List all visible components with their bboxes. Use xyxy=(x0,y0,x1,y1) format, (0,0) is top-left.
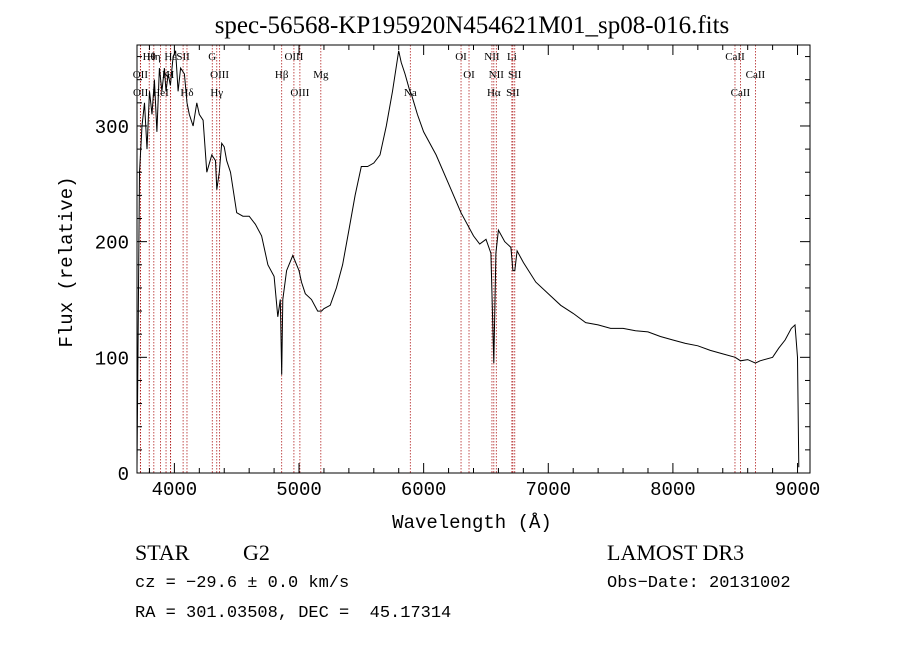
line-label-caii: CaII xyxy=(731,87,751,99)
x-tick-label: 5000 xyxy=(276,479,322,501)
chart-title: spec-56568-KP195920N454621M01_sp08-016.f… xyxy=(215,12,730,39)
line-label-li: Li xyxy=(507,51,517,63)
spectral-line-labels: HθOIIOIIHηKHeIHεHHδSIIOIIIHγGHβOIIIOIIIM… xyxy=(133,51,766,99)
x-tick-label: 9000 xyxy=(775,479,821,501)
line-label-hβ: Hβ xyxy=(275,69,289,81)
line-label-oiii: OIII xyxy=(284,51,303,63)
spectrum-line xyxy=(136,50,800,468)
line-label-oiii: OIII xyxy=(210,69,229,81)
y-tick-label: 0 xyxy=(118,464,129,486)
y-axis-label: Flux (relative) xyxy=(56,176,78,347)
axis-tick-labels: 4000 5000 6000 7000 8000 9000 0 100 200 300 xyxy=(95,117,821,501)
x-tick-label: 7000 xyxy=(525,479,571,501)
line-label-nii: NII xyxy=(489,69,505,81)
object-class: STAR xyxy=(135,540,190,565)
line-label-oii: OII xyxy=(133,69,149,81)
line-label-k: K xyxy=(162,69,170,81)
survey-name: LAMOST DR3 xyxy=(607,540,745,565)
line-label-sii: SII xyxy=(508,69,522,81)
plot-frame xyxy=(136,44,811,474)
line-label-caii: CaII xyxy=(725,51,745,63)
line-label-oii: OII xyxy=(133,87,149,99)
y-tick-label: 100 xyxy=(95,348,129,370)
y-tick-label: 300 xyxy=(95,117,129,139)
line-label-hei: HeI xyxy=(152,87,169,99)
x-tick-label: 8000 xyxy=(650,479,696,501)
line-label-h: H xyxy=(166,69,174,81)
line-label-hγ: Hγ xyxy=(210,87,223,99)
line-label-sii: SII xyxy=(506,87,520,99)
line-label-hα: Hα xyxy=(487,87,501,99)
axis-ticks xyxy=(137,45,810,474)
line-label-sii: SII xyxy=(176,51,190,63)
obs-date: Obs−Date: 20131002 xyxy=(607,574,791,593)
x-tick-label: 6000 xyxy=(401,479,447,501)
line-label-g: G xyxy=(208,51,216,63)
line-label-mg: Mg xyxy=(313,69,329,81)
x-tick-label: 4000 xyxy=(152,479,198,501)
line-label-hη: Hη xyxy=(147,51,161,63)
line-label-nii: NII xyxy=(484,51,500,63)
line-label-oi: OI xyxy=(455,51,467,63)
line-label-hθ: Hθ xyxy=(143,51,156,63)
line-label-caii: CaII xyxy=(746,69,766,81)
line-label-hδ: Hδ xyxy=(180,87,193,99)
redshift-text: cz = −29.6 ± 0.0 km/s xyxy=(135,574,350,593)
coordinates: RA = 301.03508, DEC = 45.17314 xyxy=(135,604,452,623)
spectral-line-markers xyxy=(139,45,756,473)
x-axis-label: Wavelength (Å) xyxy=(392,512,552,534)
y-tick-label: 200 xyxy=(95,233,129,255)
line-label-oi: OI xyxy=(463,69,475,81)
object-subclass: G2 xyxy=(243,540,270,565)
line-label-oiii: OIII xyxy=(290,87,309,99)
